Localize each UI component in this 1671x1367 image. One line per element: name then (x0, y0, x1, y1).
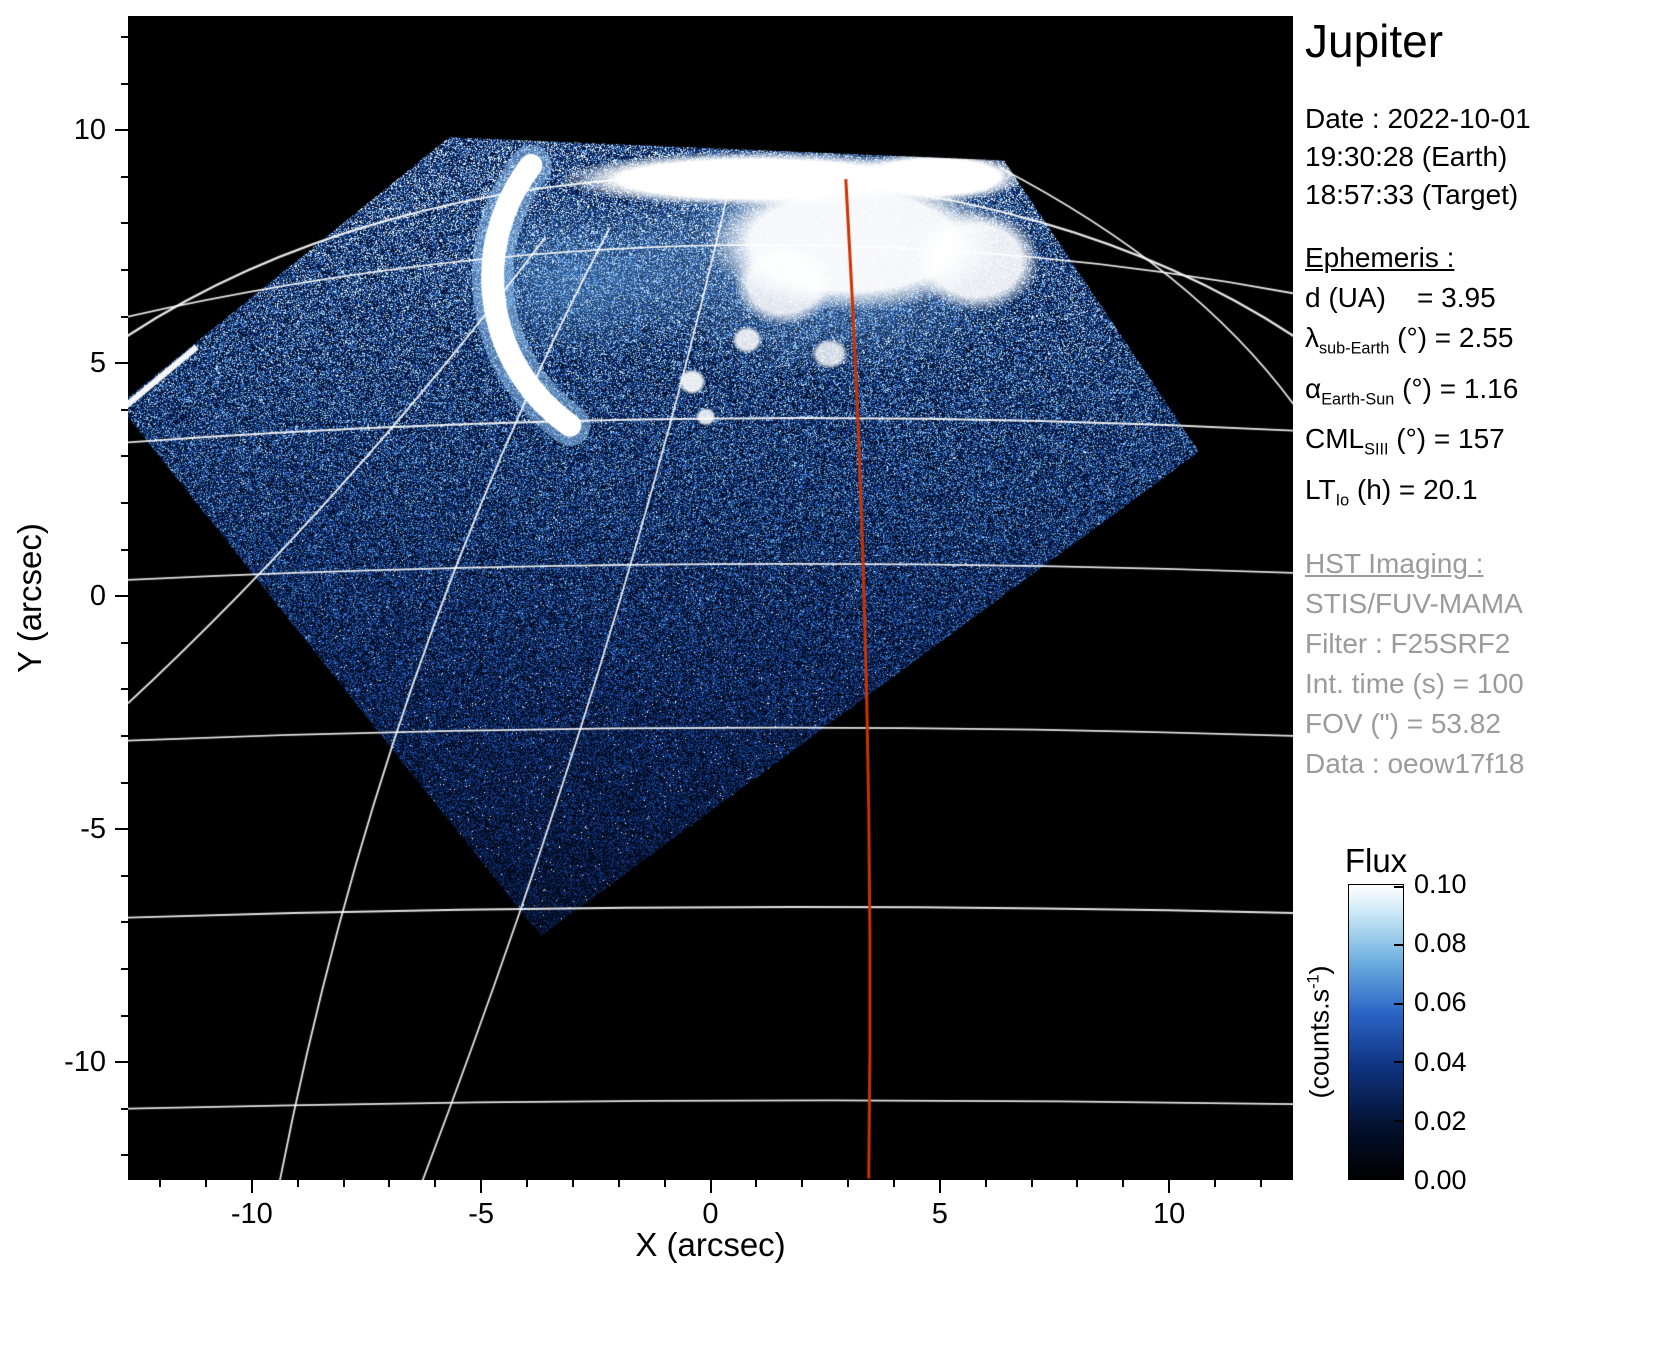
fuv-image-canvas (128, 16, 1293, 1180)
y-tick-mark (121, 409, 128, 411)
colorbar-tick-label: 0.08 (1414, 928, 1467, 958)
observation-times: Date : 2022-10-01 19:30:28 (Earth) 18:57… (1305, 100, 1671, 214)
x-tick-mark (480, 1180, 482, 1193)
y-tick-mark (115, 362, 128, 364)
x-tick-mark (1168, 1180, 1170, 1193)
hst-imaging-line: STIS/FUV-MAMA (1305, 584, 1671, 624)
x-tick-mark (343, 1180, 345, 1187)
x-tick-mark (297, 1180, 299, 1187)
colorbar-gradient (1348, 884, 1404, 1180)
figure-page: { "title": "Jupiter", "info": { "date": … (0, 0, 1671, 1367)
x-tick-mark (618, 1180, 620, 1187)
x-tick-mark (985, 1180, 987, 1187)
hst-imaging-line: Data : oeow17f18 (1305, 744, 1671, 784)
colorbar-tick-label: 0.02 (1414, 1106, 1467, 1136)
y-tick-mark (121, 269, 128, 271)
colorbar-tick-mark (1394, 1061, 1403, 1063)
y-tick-mark (115, 1061, 128, 1063)
ephemeris-row: d (UA) = 3.95 (1305, 278, 1671, 318)
x-tick-mark (1031, 1180, 1033, 1187)
y-tick-mark (121, 875, 128, 877)
y-tick-label: 10 (0, 113, 106, 147)
info-panel: Jupiter Date : 2022-10-01 19:30:28 (Eart… (1305, 14, 1671, 784)
hst-imaging-line: Int. time (s) = 100 (1305, 664, 1671, 704)
y-axis-label: Y (arcsec) (11, 523, 49, 673)
x-tick-mark (1076, 1180, 1078, 1187)
ephemeris-row: αEarth-Sun (°) = 1.16 (1305, 369, 1671, 420)
y-tick-mark (121, 642, 128, 644)
y-tick-mark (115, 129, 128, 131)
x-tick-mark (664, 1180, 666, 1187)
y-tick-mark (115, 595, 128, 597)
x-tick-mark (159, 1180, 161, 1187)
ephemeris-list: d (UA) = 3.95 λsub-Earth (°) = 2.55 αEarth… (1305, 278, 1671, 520)
hst-imaging-list: STIS/FUV-MAMA Filter : F25SRF2 Int. time (… (1305, 584, 1671, 784)
y-tick-mark (121, 968, 128, 970)
colorbar-tick-mark (1394, 1003, 1403, 1005)
y-tick-mark (115, 828, 128, 830)
y-tick-mark (121, 688, 128, 690)
colorbar-tick-mark (1394, 1120, 1403, 1122)
y-tick-mark (121, 176, 128, 178)
obs-time-earth: 19:30:28 (Earth) (1305, 138, 1671, 176)
y-tick-mark (121, 735, 128, 737)
colorbar-tick-label: 0.06 (1414, 987, 1467, 1017)
colorbar-tick-label: 0.04 (1414, 1047, 1467, 1077)
y-tick-mark (121, 782, 128, 784)
colorbar-tick-mark (1394, 886, 1403, 888)
x-tick-mark (572, 1180, 574, 1187)
x-tick-mark (939, 1180, 941, 1193)
x-tick-mark (1260, 1180, 1262, 1187)
y-tick-label: -5 (0, 812, 106, 846)
y-tick-label: -10 (0, 1045, 106, 1079)
y-tick-mark (121, 502, 128, 504)
colorbar-tick-mark (1394, 944, 1403, 946)
ephemeris-header: Ephemeris : (1305, 238, 1671, 278)
y-tick-mark (121, 549, 128, 551)
x-axis-label: X (arcsec) (128, 1226, 1293, 1264)
y-tick-mark (121, 36, 128, 38)
colorbar-tick-label: 0.10 (1414, 869, 1467, 899)
x-tick-mark (526, 1180, 528, 1187)
y-tick-mark (121, 1015, 128, 1017)
x-tick-mark (205, 1180, 207, 1187)
colorbar-tick-mark (1394, 1177, 1403, 1179)
ephemeris-row: LTIo (h) = 20.1 (1305, 470, 1671, 521)
x-tick-mark (755, 1180, 757, 1187)
colorbar-unit-label: (counts.s-1) (1305, 966, 1336, 1099)
x-tick-mark (434, 1180, 436, 1187)
colorbar-tick-label: 0.00 (1414, 1165, 1467, 1195)
hst-imaging-line: Filter : F25SRF2 (1305, 624, 1671, 664)
y-tick-mark (121, 921, 128, 923)
y-tick-mark (121, 1108, 128, 1110)
x-tick-mark (1122, 1180, 1124, 1187)
figure-title: Jupiter (1305, 14, 1671, 68)
hst-imaging-header: HST Imaging : (1305, 544, 1671, 584)
x-tick-mark (847, 1180, 849, 1187)
y-tick-mark (121, 1154, 128, 1156)
obs-time-target: 18:57:33 (Target) (1305, 176, 1671, 214)
colorbar-tick-labels: 0.10 0.08 0.06 0.04 0.02 0.00 (1414, 884, 1524, 1180)
x-tick-mark (388, 1180, 390, 1187)
y-tick-mark (121, 455, 128, 457)
x-tick-mark (1214, 1180, 1216, 1187)
obs-date: Date : 2022-10-01 (1305, 100, 1671, 138)
ephemeris-row: CMLSIII (°) = 157 (1305, 419, 1671, 470)
x-tick-mark (710, 1180, 712, 1193)
plot-area (128, 16, 1293, 1180)
y-tick-label: 5 (0, 346, 106, 380)
y-tick-mark (121, 316, 128, 318)
x-tick-mark (801, 1180, 803, 1187)
ephemeris-row: λsub-Earth (°) = 2.55 (1305, 318, 1671, 369)
y-tick-mark (121, 83, 128, 85)
x-tick-mark (893, 1180, 895, 1187)
hst-imaging-line: FOV (") = 53.82 (1305, 704, 1671, 744)
y-tick-mark (121, 222, 128, 224)
x-tick-mark (251, 1180, 253, 1193)
